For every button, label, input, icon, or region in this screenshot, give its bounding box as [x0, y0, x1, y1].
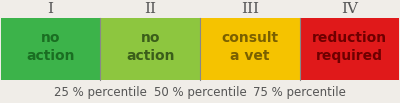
Bar [200, 18, 300, 80]
Text: II: II [144, 2, 156, 16]
Text: 75 % percentile: 75 % percentile [253, 86, 346, 99]
Text: no
action: no action [126, 31, 174, 63]
Text: 50 % percentile: 50 % percentile [154, 86, 246, 99]
Text: IV: IV [341, 2, 358, 16]
Text: reduction
required: reduction required [312, 31, 387, 63]
Bar [1, 18, 100, 80]
Text: consult
a vet: consult a vet [221, 31, 278, 63]
Bar [100, 18, 200, 80]
Bar [300, 18, 399, 80]
Text: III: III [241, 2, 259, 16]
Text: I: I [48, 2, 54, 16]
Text: no
action: no action [26, 31, 75, 63]
Text: 25 % percentile: 25 % percentile [54, 86, 147, 99]
